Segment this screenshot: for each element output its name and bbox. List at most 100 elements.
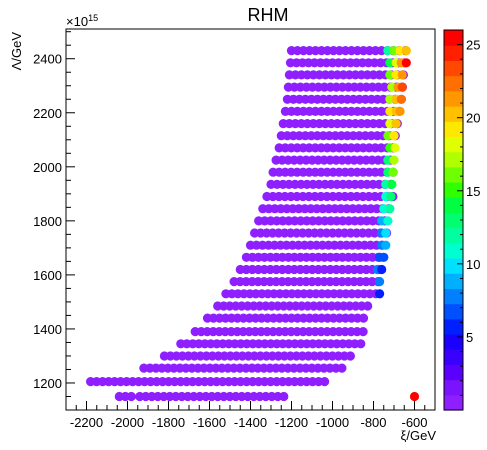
colorbar-tick-label: 10 — [466, 257, 480, 272]
data-point-high — [397, 70, 407, 80]
colorbar: 5 10 15 20 25 — [443, 29, 480, 411]
series-row — [282, 94, 406, 104]
colorbar-segment — [444, 242, 463, 259]
data-point-high — [395, 106, 405, 116]
y-tick-label: 1600 — [33, 268, 62, 283]
colorbar-segment — [444, 394, 463, 411]
y-axis-label: Λ/GeV — [9, 32, 24, 71]
colorbar-segment — [444, 273, 463, 289]
data-point — [279, 391, 289, 402]
colorbar-segment — [444, 30, 463, 46]
x-tick-label: -1600 — [193, 415, 226, 430]
data-point-high — [397, 82, 407, 92]
series-row — [285, 58, 411, 68]
series-row — [258, 204, 395, 214]
colorbar-tick-label: 5 — [466, 330, 473, 345]
data-point-high — [381, 240, 391, 250]
data-point-high — [401, 58, 411, 68]
x-axis: -2200 -2000 -1800 -1600 -1400 -1200 -1000 -800-… — [65, 401, 436, 430]
data-point-high — [383, 216, 393, 226]
colorbar-segment — [444, 136, 463, 153]
plot-area — [86, 46, 420, 402]
series-row — [278, 119, 402, 129]
data-point — [358, 313, 369, 323]
colorbar-tick-label: 25 — [466, 38, 480, 53]
colorbar-segment — [444, 334, 463, 350]
colorbar-tick-label: 20 — [466, 111, 480, 126]
series-row — [274, 143, 400, 153]
series-row — [241, 252, 389, 262]
series-row — [114, 391, 420, 402]
data-point — [345, 351, 355, 361]
colorbar-segment — [444, 379, 463, 396]
colorbar-segment — [444, 212, 463, 229]
series-row — [135, 391, 289, 402]
y-multiplier: ×1015 — [66, 13, 98, 29]
colorbar-segment — [444, 60, 463, 77]
series-row — [159, 351, 355, 361]
colorbar-segment — [444, 121, 463, 137]
data-point-high — [387, 179, 397, 189]
y-multiplier-exponent: 15 — [88, 13, 98, 23]
series-row — [176, 339, 366, 349]
data-point-high — [377, 264, 387, 275]
data-point-high — [388, 167, 398, 177]
colorbar-tick-label: 15 — [466, 184, 480, 199]
series-row — [139, 363, 347, 373]
data-point-high — [389, 131, 399, 141]
colorbar-segment — [444, 349, 463, 365]
colorbar-segment — [444, 75, 463, 92]
x-tick-label: -1200 — [275, 415, 308, 430]
colorbar-segment — [444, 151, 463, 168]
colorbar-segment — [444, 45, 463, 61]
colorbar-segment — [444, 197, 463, 213]
series-row — [286, 46, 411, 56]
y-tick-label: 2200 — [33, 106, 62, 121]
y-tick-label: 1200 — [33, 376, 62, 391]
series-row — [190, 327, 368, 337]
colorbar-segment — [444, 227, 463, 244]
data-point-high — [390, 143, 400, 153]
y-tick-label: 2400 — [33, 52, 62, 67]
series-row — [280, 106, 405, 116]
series-row — [276, 131, 400, 141]
colorbar-segment — [444, 318, 463, 335]
y-axis: 1200 1400 1600 1800 2000 2200 2400 — [33, 31, 75, 411]
x-tick-label: -1400 — [234, 415, 267, 430]
x-axis-label: ξ/GeV — [401, 428, 437, 443]
data-point-high — [401, 46, 411, 56]
x-tick-label: -2200 — [70, 415, 103, 430]
y-tick-label: 1400 — [33, 322, 62, 337]
data-point — [356, 339, 366, 349]
y-tick-label: 1800 — [33, 214, 62, 229]
chart-title: RHM — [248, 5, 289, 25]
data-point-high — [375, 277, 385, 287]
series-row — [284, 70, 408, 80]
data-point — [337, 363, 347, 373]
data-point-high — [375, 289, 385, 299]
colorbar-segment — [444, 364, 463, 381]
series-row — [250, 228, 392, 238]
series-row — [245, 240, 391, 250]
x-tick-label: -1000 — [316, 415, 349, 430]
data-point — [358, 327, 368, 337]
data-point — [126, 391, 136, 402]
y-multiplier-base: ×10 — [66, 14, 88, 29]
data-point — [320, 377, 330, 387]
series-row — [202, 313, 369, 323]
series-row — [254, 216, 393, 226]
colorbar-segment — [444, 258, 463, 274]
data-point-high — [381, 228, 391, 238]
data-point — [363, 301, 373, 311]
x-tick-label: -800 — [360, 415, 386, 430]
series-row — [229, 277, 385, 287]
series-row — [235, 264, 387, 275]
x-tick-label: -600 — [401, 415, 427, 430]
series-row — [262, 191, 398, 202]
data-point-high — [379, 252, 389, 262]
x-tick-label: -2000 — [111, 415, 144, 430]
data-point-high — [391, 119, 401, 129]
x-tick-label: -1800 — [152, 415, 185, 430]
series-row — [266, 179, 397, 189]
